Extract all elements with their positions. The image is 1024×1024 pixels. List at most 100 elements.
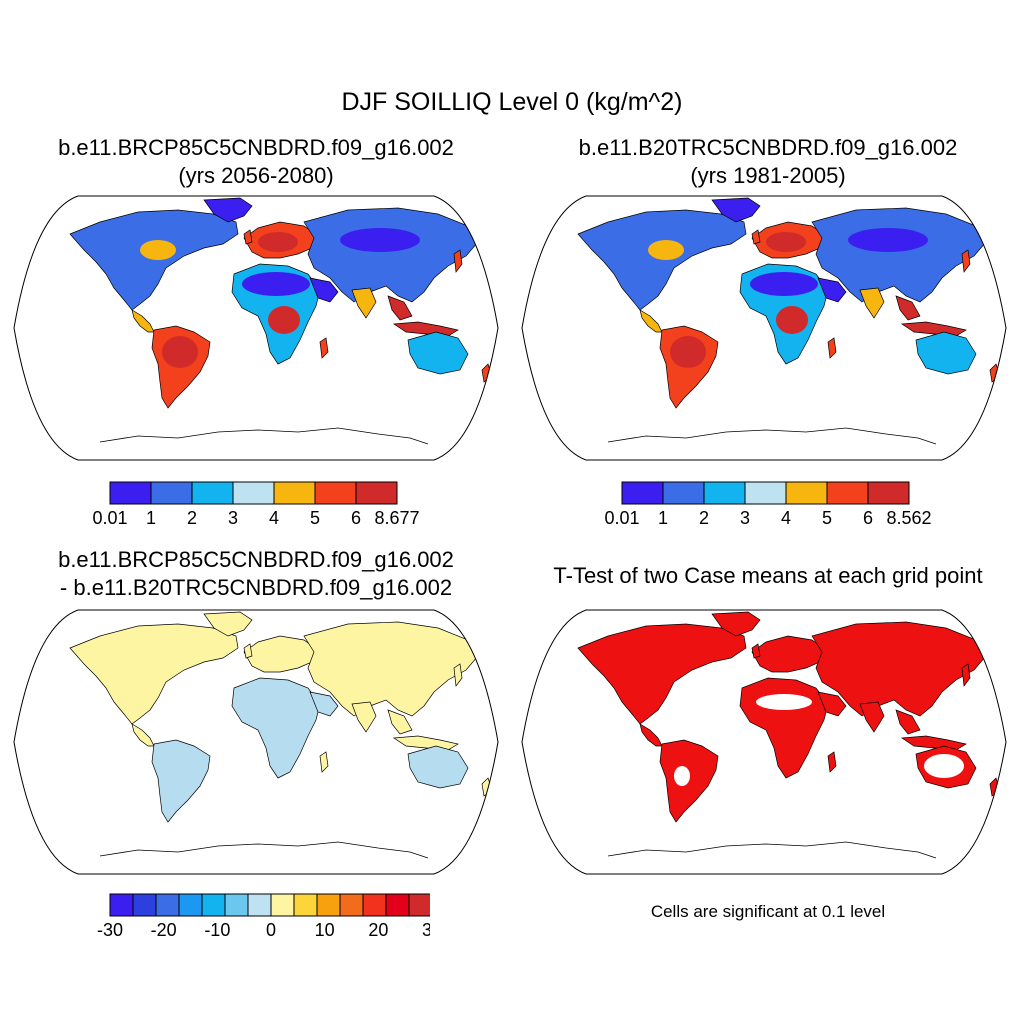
panel2-title-line2: (yrs 1981-2005) bbox=[690, 163, 846, 188]
cbar1-label-3: 3 bbox=[228, 508, 238, 528]
cbar1-label-5: 5 bbox=[310, 508, 320, 528]
cbar2-label-2: 2 bbox=[699, 508, 709, 528]
map-panel-difference bbox=[13, 609, 499, 875]
map1-patch-amazon bbox=[162, 336, 198, 368]
panel3-title: b.e11.BRCP85C5CNBDRD.f09_g16.002 - b.e11… bbox=[0, 546, 512, 602]
cbar2-label-4: 4 bbox=[781, 508, 791, 528]
colorbar-historical: 0.01 1 2 3 4 5 6 8.562 bbox=[604, 481, 932, 528]
cbar2-box-1 bbox=[662, 481, 705, 505]
cbar3-label-1: -20 bbox=[151, 920, 177, 940]
map3-land-greenland bbox=[203, 611, 253, 637]
map3-land-australia bbox=[407, 745, 469, 789]
colorbar-difference: -30 -20 -10 0 10 20 30 bbox=[97, 893, 430, 940]
cbar2-box-0 bbox=[621, 481, 664, 505]
map2-land-central-america bbox=[639, 309, 663, 333]
cbar3-box-10 bbox=[339, 893, 364, 917]
cbar2-box-2 bbox=[703, 481, 746, 505]
panel3-title-line1: b.e11.BRCP85C5CNBDRD.f09_g16.002 bbox=[58, 547, 454, 572]
panel3-title-line2: - b.e11.B20TRC5CNBDRD.f09_g16.002 bbox=[59, 575, 453, 600]
map4-patch-nonsig-sa bbox=[674, 766, 690, 786]
map1-land-arabia bbox=[309, 277, 339, 303]
cbar3-box-3 bbox=[178, 893, 203, 917]
map1-land-uk bbox=[243, 229, 253, 245]
cbar1-box-3 bbox=[232, 481, 275, 505]
map4-land-south-america bbox=[659, 739, 719, 823]
map3-land-africa bbox=[231, 677, 321, 779]
map2-land-layer bbox=[522, 196, 1006, 460]
cbar2-label-1: 1 bbox=[658, 508, 668, 528]
map2-patch-sahara bbox=[750, 272, 818, 296]
map4-coast-antarctica bbox=[607, 841, 937, 859]
map2-patch-siberia bbox=[848, 228, 928, 252]
cbar2-label-0: 0.01 bbox=[604, 508, 639, 528]
map3-land-india bbox=[351, 701, 377, 733]
map1-land-indonesia bbox=[392, 321, 459, 337]
cbar3-box-6 bbox=[247, 893, 272, 917]
map1-land-se-asia bbox=[387, 295, 413, 321]
map3-land-japan bbox=[453, 663, 463, 687]
map1-land-north-america bbox=[69, 209, 239, 311]
map1-land-layer bbox=[14, 196, 498, 460]
map1-land-greenland bbox=[203, 197, 253, 223]
map1-patch-siberia bbox=[340, 228, 420, 252]
cbar1-box-5 bbox=[314, 481, 357, 505]
map4-land-asia bbox=[811, 621, 987, 717]
cbar3-label-4: 10 bbox=[315, 920, 335, 940]
map4-land-greenland bbox=[711, 611, 761, 637]
map4-patch-nonsig-aus bbox=[924, 754, 964, 778]
map4-land-madagascar bbox=[827, 751, 837, 773]
cbar1-label-2: 2 bbox=[187, 508, 197, 528]
cbar3-box-1 bbox=[132, 893, 157, 917]
cbar2-box-4 bbox=[785, 481, 828, 505]
map1-patch-congo bbox=[268, 306, 300, 334]
panel2-title: b.e11.B20TRC5CNBDRD.f09_g16.002 (yrs 198… bbox=[512, 134, 1024, 190]
cbar2-box-3 bbox=[744, 481, 787, 505]
main-title: DJF SOILLIQ Level 0 (kg/m^2) bbox=[341, 88, 683, 116]
cbar2-label-5: 5 bbox=[822, 508, 832, 528]
map1-land-central-america bbox=[131, 309, 155, 333]
map3-land-layer bbox=[14, 610, 498, 874]
map4-frame bbox=[521, 609, 1007, 875]
map-panel-ttest bbox=[521, 609, 1007, 875]
map2-land-se-asia bbox=[895, 295, 921, 321]
map3-land-north-america bbox=[69, 623, 239, 725]
panel4-title: T-Test of two Case means at each grid po… bbox=[512, 562, 1024, 590]
map1-patch-sahara bbox=[242, 272, 310, 296]
cbar2-label-7: 8.562 bbox=[886, 508, 931, 528]
cbar1-box-0 bbox=[109, 481, 152, 505]
map1-land-japan bbox=[453, 249, 463, 273]
map4-land-india bbox=[859, 701, 885, 733]
map4-land-central-america bbox=[639, 723, 663, 747]
colorbar-future: 0.01 1 2 3 4 5 6 8.677 bbox=[92, 481, 420, 528]
map3-land-arabia bbox=[309, 691, 339, 717]
map4-land-north-america bbox=[577, 623, 747, 725]
map2-coast-antarctica bbox=[607, 427, 937, 445]
map4-land-uk bbox=[751, 643, 761, 659]
panel2-title-line1: b.e11.B20TRC5CNBDRD.f09_g16.002 bbox=[578, 135, 958, 160]
map2-land-north-america bbox=[577, 209, 747, 311]
map1-patch-usa bbox=[140, 240, 176, 260]
cbar3-label-3: 0 bbox=[266, 920, 276, 940]
map-panel-historical bbox=[521, 195, 1007, 461]
cbar2-label-6: 6 bbox=[863, 508, 873, 528]
cbar1-label-7: 8.677 bbox=[374, 508, 419, 528]
cbar2-box-6 bbox=[867, 481, 910, 505]
map2-frame bbox=[521, 195, 1007, 461]
map4-land-indonesia bbox=[900, 735, 967, 751]
map2-patch-amazon bbox=[670, 336, 706, 368]
map2-patch-congo bbox=[776, 306, 808, 334]
cbar1-label-6: 6 bbox=[351, 508, 361, 528]
cbar3-label-2: -10 bbox=[204, 920, 230, 940]
cbar3-box-2 bbox=[155, 893, 180, 917]
cbar2-box-5 bbox=[826, 481, 869, 505]
map-panel-future bbox=[13, 195, 499, 461]
map2-land-indonesia bbox=[900, 321, 967, 337]
cbar3-box-4 bbox=[201, 893, 226, 917]
cbar3-box-12 bbox=[385, 893, 410, 917]
map1-land-india bbox=[351, 287, 377, 319]
map3-land-south-america bbox=[151, 739, 211, 823]
cbar1-label-0: 0.01 bbox=[92, 508, 127, 528]
map2-land-australia bbox=[915, 331, 977, 375]
cbar3-label-6: 30 bbox=[422, 920, 430, 940]
cbar1-label-4: 4 bbox=[269, 508, 279, 528]
